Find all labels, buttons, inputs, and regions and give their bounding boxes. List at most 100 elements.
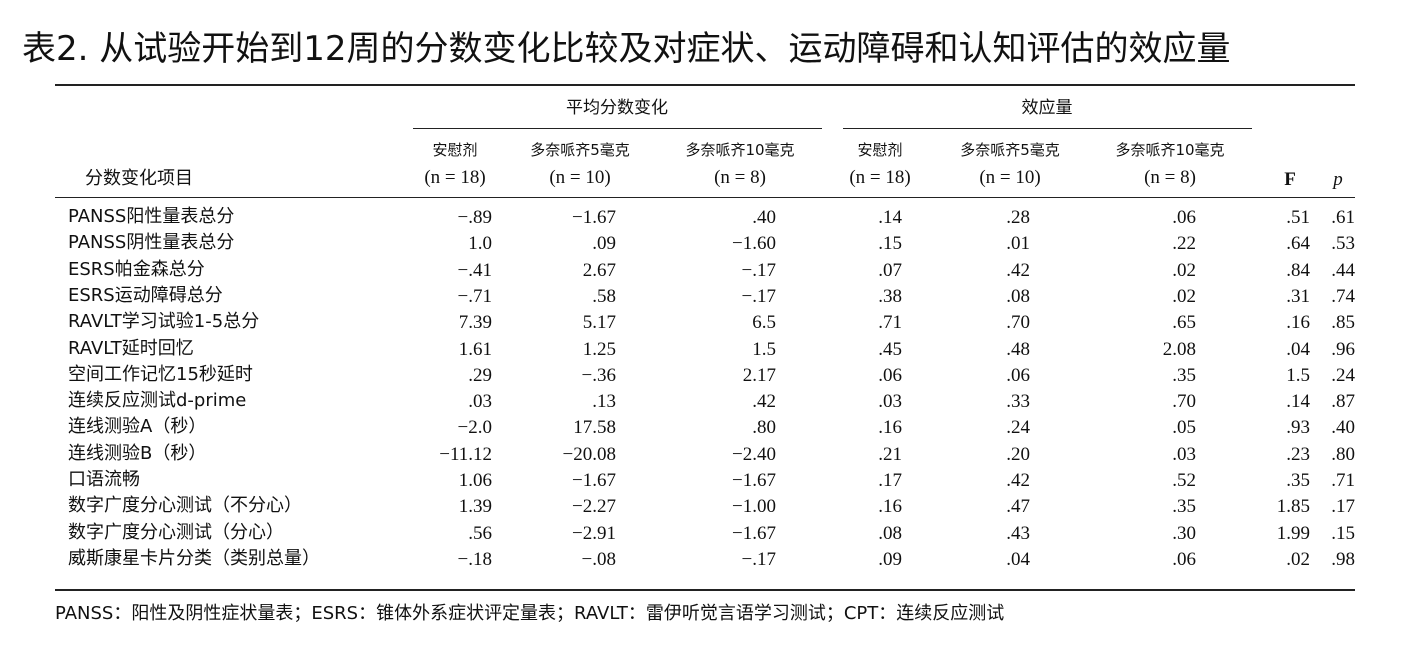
cell: −.17 [741,548,776,570]
group-header: 平均分数变化 [566,98,668,118]
row-label: RAVLT学习试验1-5总分 [68,311,260,333]
row-label: 数字广度分心测试（不分心） [68,495,302,517]
cell: 2.67 [582,259,616,281]
cell: .22 [1172,233,1196,255]
cell: .15 [1331,522,1355,544]
cell: −1.00 [732,496,776,518]
cell: .38 [878,285,902,307]
group-rule [843,128,1252,129]
cell: −11.12 [439,443,492,465]
column-header: 多奈哌齐10毫克 [1115,141,1225,159]
column-header: F [1284,169,1296,190]
column-header: (n = 8) [714,167,766,188]
cell: .35 [1172,364,1196,386]
row-label: 威斯康星卡片分类（类别总量） [68,547,320,569]
column-header: (n = 18) [849,167,911,188]
cell: .71 [1331,470,1355,491]
cell: −.71 [457,285,492,307]
column-header: (n = 10) [549,167,611,188]
cell: .28 [1006,207,1030,228]
cell: .04 [1286,338,1310,360]
cell: 1.0 [468,233,492,255]
cell: .47 [1006,496,1030,518]
column-header: (n = 18) [424,167,486,188]
footnote: PANSS：阳性及阴性症状量表；ESRS：锥体外系症状评定量表；RAVLT：雷伊… [55,603,1005,624]
cell: .16 [878,417,902,439]
cell: −2.27 [572,496,616,518]
cell: −.17 [741,285,776,307]
cell: .51 [1286,207,1310,228]
cell: 1.5 [752,338,776,360]
cell: 1.39 [458,496,492,518]
group-rule [413,128,822,129]
cell: 2.17 [742,364,776,386]
cell: .48 [1006,338,1030,360]
cell: .20 [1006,443,1030,465]
cell: .35 [1172,496,1196,518]
cell: .24 [1331,364,1355,386]
cell: −.18 [457,548,492,570]
cell: .80 [752,417,776,439]
cell: −.17 [741,259,776,281]
cell: .71 [878,312,902,334]
cell: .42 [1006,259,1030,281]
cell: .70 [1172,391,1196,413]
cell: −.08 [581,548,616,570]
cell: .93 [1286,417,1310,439]
cell: −2.91 [572,522,616,544]
cell: .03 [878,391,902,413]
cell: .04 [1006,548,1030,570]
row-label: PANSS阴性量表总分 [68,232,235,254]
cell: .03 [468,391,492,413]
cell: 1.61 [458,338,492,360]
cell: .61 [1331,207,1355,228]
row-label: 口语流畅 [68,469,140,490]
row-label: 连线测验B（秒） [68,442,207,464]
header-rule [55,197,1355,198]
cell: .98 [1331,548,1355,570]
cell: .14 [1286,391,1310,413]
cell: .17 [1331,496,1355,518]
cell: .30 [1172,522,1196,544]
cell: .15 [878,233,902,255]
column-header: p [1333,169,1343,190]
cell: .87 [1331,391,1355,413]
cell: .06 [1006,364,1030,386]
column-header: 多奈哌齐5毫克 [530,141,630,159]
cell: .40 [1331,417,1355,439]
column-header: 分数变化项目 [85,168,193,189]
row-label: 连续反应测试d-prime [68,390,247,412]
cell: .02 [1286,548,1310,570]
cell: .45 [878,338,902,360]
cell: .29 [468,364,492,386]
cell: .52 [1172,470,1196,491]
cell: −20.08 [562,443,616,465]
cell: −.41 [457,259,492,281]
cell: .06 [878,364,902,386]
cell: 1.85 [1276,496,1310,518]
cell: .01 [1006,233,1030,255]
cell: −1.67 [732,470,776,491]
cell: .42 [1006,470,1030,491]
column-header: 安慰剂 [857,141,903,159]
cell: 1.06 [458,470,492,491]
cell: .08 [878,522,902,544]
cell: −1.67 [572,207,616,228]
cell: 1.5 [1286,364,1310,386]
cell: .44 [1331,259,1355,281]
column-header: 安慰剂 [432,141,478,159]
cell: .42 [752,391,776,413]
group-header: 效应量 [1021,98,1073,118]
cell: .24 [1006,417,1030,439]
column-header: 多奈哌齐10毫克 [685,141,795,159]
cell: .58 [592,285,616,307]
cell: −1.67 [732,522,776,544]
cell: −1.60 [732,233,776,255]
cell: .43 [1006,522,1030,544]
column-header: (n = 10) [979,167,1041,188]
cell: .17 [878,470,902,491]
cell: .33 [1006,391,1030,413]
row-label: ESRS帕金森总分 [68,258,205,280]
cell: .06 [1172,207,1196,228]
